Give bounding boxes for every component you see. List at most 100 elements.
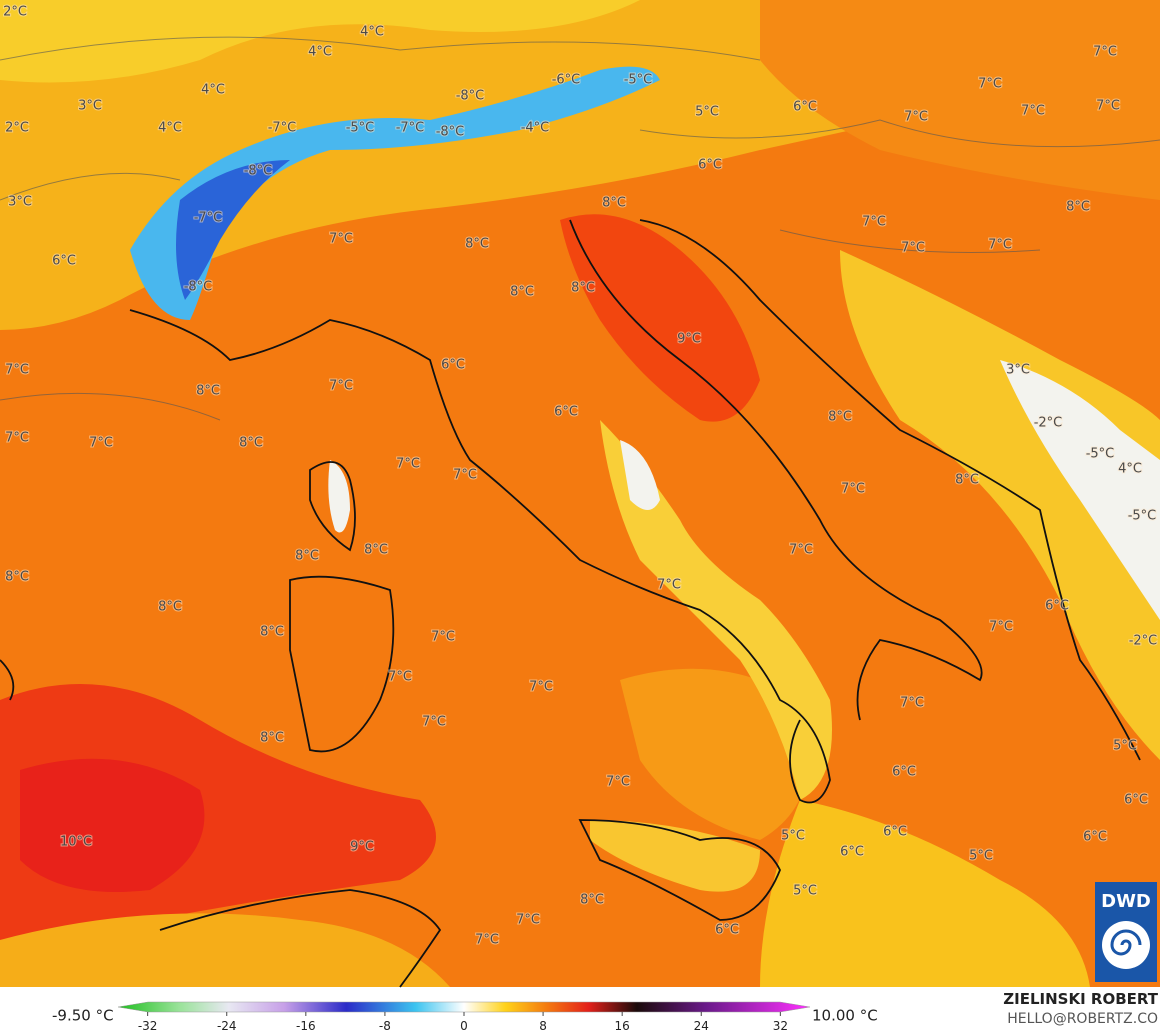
temperature-label: 8°C bbox=[602, 196, 626, 211]
colorbar-tick-label: 32 bbox=[773, 1019, 788, 1033]
dwd-logo: DWD bbox=[1095, 882, 1157, 982]
temperature-label: 4°C bbox=[308, 45, 332, 60]
colorbar-tick-label: 8 bbox=[539, 1019, 547, 1033]
temperature-label: 6°C bbox=[715, 923, 739, 938]
temperature-label: 6°C bbox=[840, 845, 864, 860]
temperature-label: 8°C bbox=[158, 600, 182, 615]
colorbar-strip bbox=[117, 1001, 811, 1013]
temperature-label: 8°C bbox=[828, 410, 852, 425]
credit-name: ZIELINSKI ROBERT bbox=[1003, 990, 1158, 1008]
temperature-label: -2°C bbox=[1129, 634, 1158, 649]
temperature-label: 7°C bbox=[453, 468, 477, 483]
temperature-label: -7°C bbox=[194, 211, 223, 226]
temperature-label: 7°C bbox=[606, 775, 630, 790]
temperature-label: -4°C bbox=[521, 121, 550, 136]
temperature-label: 7°C bbox=[329, 232, 353, 247]
temperature-label: -8°C bbox=[436, 125, 465, 140]
colorbar: -9.50 °C 10.00 °C -32 -24 -16 -8 0 8 16 24 32 bbox=[52, 1001, 878, 1033]
temperature-label: -5°C bbox=[1128, 509, 1157, 524]
temperature-label: 5°C bbox=[793, 884, 817, 899]
colorbar-tick-label: -8 bbox=[379, 1019, 391, 1033]
temperature-label: 7°C bbox=[5, 431, 29, 446]
temperature-label: -5°C bbox=[1086, 447, 1115, 462]
temperature-label: 8°C bbox=[260, 731, 284, 746]
temperature-label: 6°C bbox=[793, 100, 817, 115]
temperature-label: 7°C bbox=[396, 457, 420, 472]
temperature-label: 5°C bbox=[695, 105, 719, 120]
temperature-label: -8°C bbox=[184, 280, 213, 295]
temperature-label: 3°C bbox=[8, 195, 32, 210]
map-background bbox=[0, 0, 1160, 988]
temperature-label: 8°C bbox=[295, 549, 319, 564]
temperature-label: 8°C bbox=[571, 281, 595, 296]
min-label: -9.50 °C bbox=[52, 1007, 114, 1025]
temperature-label: 2°C bbox=[5, 121, 29, 136]
temperature-label: 9°C bbox=[677, 332, 701, 347]
temperature-label: 6°C bbox=[1045, 599, 1069, 614]
logo-text: DWD bbox=[1101, 891, 1151, 912]
temperature-label: 6°C bbox=[441, 358, 465, 373]
temperature-label: 5°C bbox=[781, 829, 805, 844]
temperature-label: 7°C bbox=[862, 215, 886, 230]
temperature-label: 8°C bbox=[239, 436, 263, 451]
temperature-label: 6°C bbox=[1124, 793, 1148, 808]
temperature-label: 5°C bbox=[969, 849, 993, 864]
colorbar-tick-label: -24 bbox=[217, 1019, 237, 1033]
temperature-label: 7°C bbox=[89, 436, 113, 451]
temperature-label: 7°C bbox=[901, 241, 925, 256]
temperature-label: 3°C bbox=[78, 99, 102, 114]
temperature-label: 8°C bbox=[1066, 200, 1090, 215]
temperature-label: 8°C bbox=[465, 237, 489, 252]
temperature-label: 6°C bbox=[892, 765, 916, 780]
temperature-label: -7°C bbox=[396, 121, 425, 136]
temperature-label: 7°C bbox=[1096, 99, 1120, 114]
temperature-label: 8°C bbox=[364, 543, 388, 558]
temperature-label: 7°C bbox=[529, 680, 553, 695]
temperature-label: 10°C bbox=[60, 835, 92, 850]
temperature-label: -8°C bbox=[456, 89, 485, 104]
temperature-label: -5°C bbox=[624, 73, 653, 88]
temperature-label: 3°C bbox=[1006, 363, 1030, 378]
temperature-label: -6°C bbox=[552, 73, 581, 88]
temperature-label: 7°C bbox=[657, 578, 681, 593]
temperature-label: 4°C bbox=[201, 83, 225, 98]
colorbar-tick-label: 16 bbox=[615, 1019, 630, 1033]
temperature-label: 6°C bbox=[698, 158, 722, 173]
colorbar-tick-label: 24 bbox=[694, 1019, 709, 1033]
colorbar-tick-label: -16 bbox=[296, 1019, 316, 1033]
temperature-label: 4°C bbox=[1118, 462, 1142, 477]
temperature-label: 6°C bbox=[883, 825, 907, 840]
temperature-label: 7°C bbox=[516, 913, 540, 928]
temperature-label: 8°C bbox=[260, 625, 284, 640]
temperature-label: 8°C bbox=[510, 285, 534, 300]
temperature-labels: 2°C 4°C 4°C 3°C 4°C 2°C 4°C -7°C -5°C -7°C -8°C -4°… bbox=[2, 4, 1158, 949]
temperature-label: 7°C bbox=[388, 670, 412, 685]
temperature-label: -7°C bbox=[268, 121, 297, 136]
temperature-label: 2°C bbox=[3, 5, 27, 20]
max-label: 10.00 °C bbox=[812, 1007, 878, 1025]
temperature-label: 7°C bbox=[5, 363, 29, 378]
temperature-label: 9°C bbox=[350, 840, 374, 855]
temperature-label: 4°C bbox=[360, 25, 384, 40]
temperature-label: 8°C bbox=[5, 570, 29, 585]
temperature-label: -2°C bbox=[1034, 416, 1063, 431]
temperature-label: 7°C bbox=[989, 620, 1013, 635]
temperature-label: 8°C bbox=[580, 893, 604, 908]
temperature-label: 7°C bbox=[900, 696, 924, 711]
temperature-label: 7°C bbox=[789, 543, 813, 558]
temperature-label: 6°C bbox=[554, 405, 578, 420]
temperature-label: 6°C bbox=[1083, 830, 1107, 845]
temperature-label: 6°C bbox=[52, 254, 76, 269]
colorbar-tick-label: 0 bbox=[460, 1019, 468, 1033]
temperature-label: 4°C bbox=[158, 121, 182, 136]
temperature-label: 5°C bbox=[1113, 739, 1137, 754]
temperature-label: 7°C bbox=[431, 630, 455, 645]
temperature-label: 8°C bbox=[955, 473, 979, 488]
temperature-label: 7°C bbox=[988, 238, 1012, 253]
temperature-label: 7°C bbox=[978, 77, 1002, 92]
temperature-label: 8°C bbox=[196, 384, 220, 399]
temperature-label: -8°C bbox=[244, 164, 273, 179]
temperature-label: 7°C bbox=[904, 110, 928, 125]
temperature-label: 7°C bbox=[1021, 104, 1045, 119]
